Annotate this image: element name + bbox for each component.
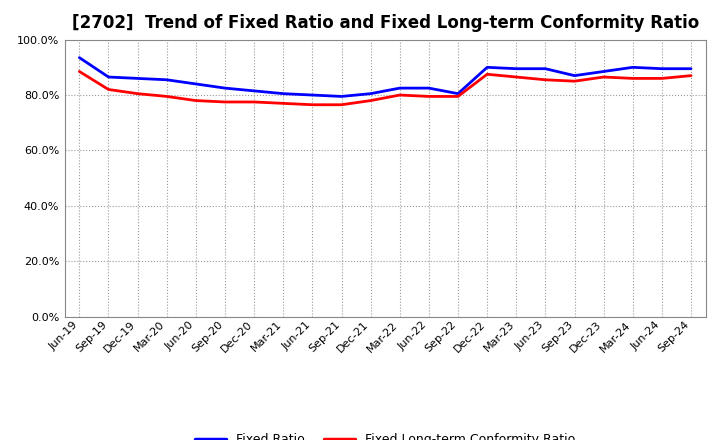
Fixed Ratio: [483, 65, 492, 70]
Fixed Ratio: [599, 69, 608, 74]
Fixed Long-term Conformity Ratio: [308, 102, 317, 107]
Fixed Long-term Conformity Ratio: [220, 99, 229, 105]
Fixed Long-term Conformity Ratio: [104, 87, 113, 92]
Fixed Long-term Conformity Ratio: [395, 92, 404, 98]
Fixed Long-term Conformity Ratio: [75, 69, 84, 74]
Fixed Long-term Conformity Ratio: [366, 98, 375, 103]
Fixed Ratio: [395, 85, 404, 91]
Fixed Long-term Conformity Ratio: [337, 102, 346, 107]
Fixed Ratio: [657, 66, 666, 71]
Fixed Ratio: [308, 92, 317, 98]
Fixed Long-term Conformity Ratio: [454, 94, 462, 99]
Fixed Ratio: [104, 74, 113, 80]
Fixed Ratio: [220, 85, 229, 91]
Fixed Long-term Conformity Ratio: [687, 73, 696, 78]
Fixed Long-term Conformity Ratio: [425, 94, 433, 99]
Line: Fixed Ratio: Fixed Ratio: [79, 58, 691, 96]
Fixed Long-term Conformity Ratio: [629, 76, 637, 81]
Fixed Ratio: [570, 73, 579, 78]
Fixed Ratio: [425, 85, 433, 91]
Fixed Ratio: [512, 66, 521, 71]
Fixed Long-term Conformity Ratio: [599, 74, 608, 80]
Fixed Ratio: [541, 66, 550, 71]
Fixed Long-term Conformity Ratio: [483, 72, 492, 77]
Fixed Long-term Conformity Ratio: [512, 74, 521, 80]
Fixed Ratio: [687, 66, 696, 71]
Fixed Ratio: [250, 88, 258, 94]
Fixed Long-term Conformity Ratio: [657, 76, 666, 81]
Fixed Long-term Conformity Ratio: [570, 78, 579, 84]
Fixed Long-term Conformity Ratio: [250, 99, 258, 105]
Fixed Ratio: [366, 91, 375, 96]
Line: Fixed Long-term Conformity Ratio: Fixed Long-term Conformity Ratio: [79, 71, 691, 105]
Fixed Ratio: [75, 55, 84, 60]
Fixed Long-term Conformity Ratio: [192, 98, 200, 103]
Fixed Long-term Conformity Ratio: [163, 94, 171, 99]
Fixed Ratio: [279, 91, 287, 96]
Fixed Ratio: [629, 65, 637, 70]
Legend: Fixed Ratio, Fixed Long-term Conformity Ratio: Fixed Ratio, Fixed Long-term Conformity …: [190, 429, 580, 440]
Fixed Ratio: [454, 91, 462, 96]
Title: [2702]  Trend of Fixed Ratio and Fixed Long-term Conformity Ratio: [2702] Trend of Fixed Ratio and Fixed Lo…: [71, 15, 699, 33]
Fixed Long-term Conformity Ratio: [133, 91, 142, 96]
Fixed Long-term Conformity Ratio: [541, 77, 550, 82]
Fixed Long-term Conformity Ratio: [279, 101, 287, 106]
Fixed Ratio: [163, 77, 171, 82]
Fixed Ratio: [133, 76, 142, 81]
Fixed Ratio: [337, 94, 346, 99]
Fixed Ratio: [192, 81, 200, 87]
